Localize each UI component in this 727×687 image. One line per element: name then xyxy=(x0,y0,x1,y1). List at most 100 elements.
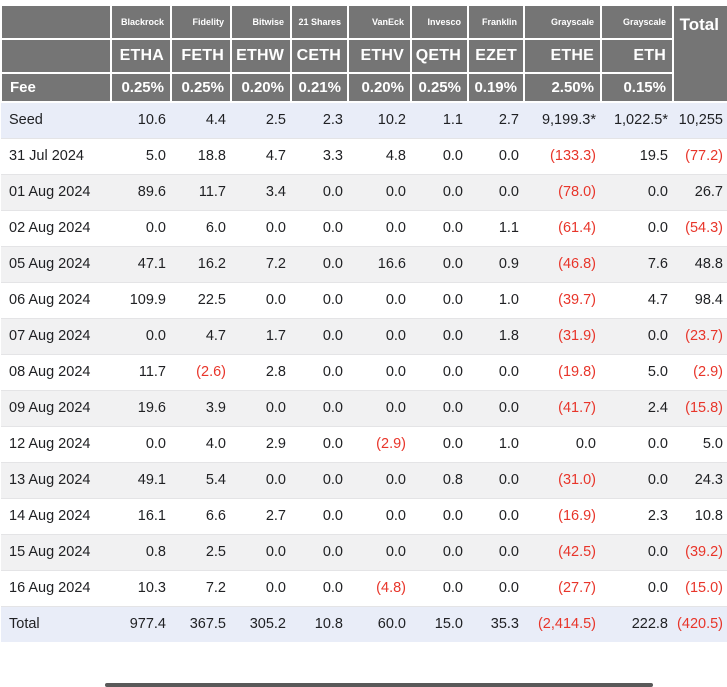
value-cell: 2.4 xyxy=(601,389,673,426)
value-cell: 0.0 xyxy=(291,461,348,498)
value-cell: 0.0 xyxy=(411,317,468,354)
value-cell: 4.7 xyxy=(171,317,231,354)
header-row-providers: Blackrock Fidelity Bitwise 21 Shares VanEck I… xyxy=(0,4,727,103)
value-cell: 35.3 xyxy=(468,605,524,642)
ticker-header-cell: FETH xyxy=(170,38,232,74)
value-cell: 0.0 xyxy=(291,533,348,570)
value-cell: 0.0 xyxy=(348,389,411,426)
corner-cell xyxy=(0,4,112,40)
value-cell: 0.0 xyxy=(468,137,524,174)
value-cell: 0.0 xyxy=(348,317,411,354)
provider-header-cell: Blackrock xyxy=(110,4,172,40)
value-cell: (133.3) xyxy=(524,137,601,174)
row-label-cell: 09 Aug 2024 xyxy=(1,389,111,426)
value-cell: 1.7 xyxy=(231,317,291,354)
value-cell: 22.5 xyxy=(171,281,231,318)
value-cell: 0.0 xyxy=(468,497,524,534)
value-cell: 89.6 xyxy=(111,173,171,210)
ticker-header-cell: ETHE xyxy=(523,38,602,74)
value-cell: 0.0 xyxy=(411,281,468,318)
value-cell: 2.5 xyxy=(171,533,231,570)
value-cell: 26.7 xyxy=(673,173,727,210)
row-label-cell: 08 Aug 2024 xyxy=(1,353,111,390)
value-cell: 9,199.3* xyxy=(524,102,601,138)
value-cell: (77.2) xyxy=(673,137,727,174)
value-cell: 60.0 xyxy=(348,605,411,642)
value-cell: 0.0 xyxy=(411,389,468,426)
value-cell: 0.0 xyxy=(291,497,348,534)
value-cell: 109.9 xyxy=(111,281,171,318)
value-cell: 0.0 xyxy=(601,425,673,462)
etf-flow-table-container: Blackrock Fidelity Bitwise 21 Shares VanEck I… xyxy=(0,4,727,642)
value-cell: 0.0 xyxy=(231,569,291,606)
value-cell: (2,414.5) xyxy=(524,605,601,642)
value-cell: (2.6) xyxy=(171,353,231,390)
fee-value-cell: 0.25% xyxy=(110,72,172,103)
value-cell: (54.3) xyxy=(673,209,727,246)
etf-flow-table: Blackrock Fidelity Bitwise 21 Shares VanEck I… xyxy=(0,4,727,642)
value-cell: 2.3 xyxy=(291,102,348,138)
value-cell: 0.0 xyxy=(291,389,348,426)
value-cell: 7.2 xyxy=(231,245,291,282)
value-cell: 0.0 xyxy=(524,425,601,462)
value-cell: 0.0 xyxy=(348,353,411,390)
row-label-cell: 14 Aug 2024 xyxy=(1,497,111,534)
value-cell: 222.8 xyxy=(601,605,673,642)
value-cell: 0.0 xyxy=(291,281,348,318)
value-cell: 7.6 xyxy=(601,245,673,282)
ticker-header-cell: CETH xyxy=(290,38,349,74)
value-cell: (2.9) xyxy=(348,425,411,462)
value-cell: 0.0 xyxy=(348,281,411,318)
value-cell: 2.7 xyxy=(468,102,524,138)
value-cell: (41.7) xyxy=(524,389,601,426)
provider-header-cell: Franklin xyxy=(467,4,525,40)
table-body: Seed 10.6 4.4 2.5 2.3 10.2 1.1 2.7 9,199.3* 1,022… xyxy=(1,102,727,642)
value-cell: 0.0 xyxy=(291,209,348,246)
value-cell: 1.0 xyxy=(468,425,524,462)
table-row: Seed 10.6 4.4 2.5 2.3 10.2 1.1 2.7 9,199.3* 1,022… xyxy=(1,102,727,138)
row-label-cell: Seed xyxy=(1,102,111,138)
fee-value-cell: 2.50% xyxy=(523,72,602,103)
value-cell: (23.7) xyxy=(673,317,727,354)
value-cell: 0.0 xyxy=(411,569,468,606)
table-header: Blackrock Fidelity Bitwise 21 Shares VanEck I… xyxy=(0,4,727,103)
value-cell: 2.3 xyxy=(601,497,673,534)
value-cell: 10.8 xyxy=(291,605,348,642)
value-cell: 1.1 xyxy=(468,209,524,246)
value-cell: (31.9) xyxy=(524,317,601,354)
fee-value-cell: 0.19% xyxy=(467,72,525,103)
value-cell: 7.2 xyxy=(171,569,231,606)
value-cell: 1.8 xyxy=(468,317,524,354)
value-cell: 0.0 xyxy=(111,425,171,462)
value-cell: (39.7) xyxy=(524,281,601,318)
fee-value-cell: 0.20% xyxy=(347,72,412,103)
value-cell: 0.0 xyxy=(411,533,468,570)
value-cell: 4.7 xyxy=(231,137,291,174)
table-row: 06 Aug 2024 109.9 22.5 0.0 0.0 0.0 0.0 1.0 (39.7… xyxy=(1,281,727,318)
value-cell: (61.4) xyxy=(524,209,601,246)
value-cell: 0.0 xyxy=(348,497,411,534)
value-cell: (42.5) xyxy=(524,533,601,570)
provider-header-cell: Grayscale xyxy=(600,4,674,40)
table-row: 07 Aug 2024 0.0 4.7 1.7 0.0 0.0 0.0 1.8 (31.9) 0.… xyxy=(1,317,727,354)
value-cell: (16.9) xyxy=(524,497,601,534)
value-cell: 0.0 xyxy=(411,497,468,534)
value-cell: 10.2 xyxy=(348,102,411,138)
value-cell: 0.0 xyxy=(468,461,524,498)
value-cell: 3.3 xyxy=(291,137,348,174)
value-cell: 0.0 xyxy=(468,569,524,606)
value-cell: 6.6 xyxy=(171,497,231,534)
value-cell: 4.8 xyxy=(348,137,411,174)
horizontal-scrollbar-thumb[interactable] xyxy=(105,683,653,687)
value-cell: 0.0 xyxy=(411,425,468,462)
value-cell: 5.0 xyxy=(673,425,727,462)
value-cell: 0.0 xyxy=(291,425,348,462)
value-cell: 0.0 xyxy=(601,569,673,606)
value-cell: 0.0 xyxy=(111,317,171,354)
table-row: 31 Jul 2024 5.0 18.8 4.7 3.3 4.8 0.0 0.0 (133.3)… xyxy=(1,137,727,174)
value-cell: 0.0 xyxy=(468,173,524,210)
row-label-cell: 12 Aug 2024 xyxy=(1,425,111,462)
value-cell: 367.5 xyxy=(171,605,231,642)
value-cell: (420.5) xyxy=(673,605,727,642)
table-row: 13 Aug 2024 49.1 5.4 0.0 0.0 0.0 0.8 0.0 (31.0) 0… xyxy=(1,461,727,498)
